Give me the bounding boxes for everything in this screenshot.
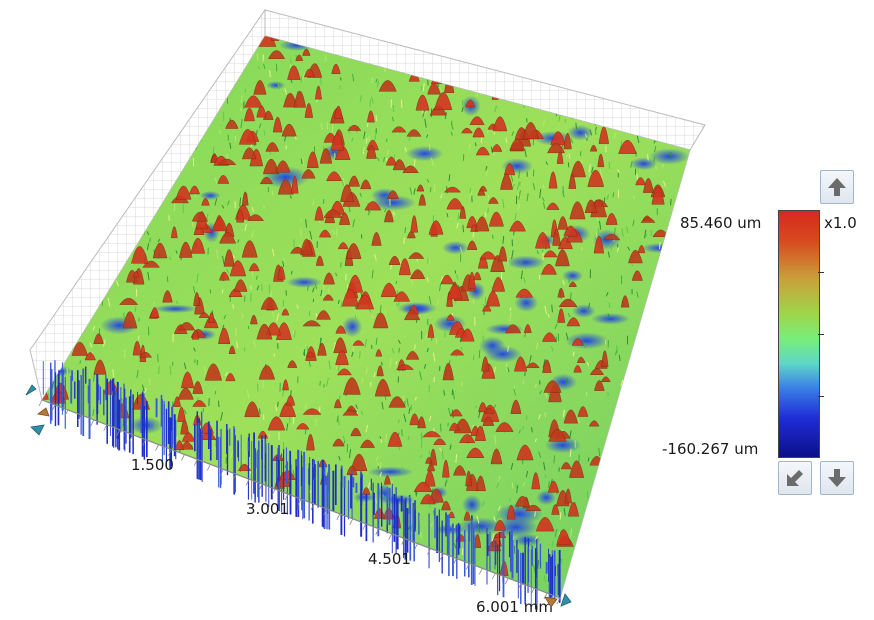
- arrow-down-left-icon: [787, 470, 803, 486]
- rotate-handle-icon[interactable]: [30, 421, 46, 437]
- rotate-handle-icon[interactable]: [543, 593, 559, 609]
- x-tick-label-4: 6.001 mm: [476, 598, 553, 616]
- rotate-handle-icon[interactable]: [36, 404, 52, 420]
- arrow-up-icon: [828, 178, 846, 196]
- front-edge-drips: [42, 360, 561, 610]
- color-scale-tick: [818, 396, 824, 397]
- x-tick-label-2: 3.001: [246, 500, 289, 518]
- x-axis-ticks: [38, 399, 561, 605]
- rotate-handle-icon[interactable]: [557, 592, 573, 608]
- color-scale-tick: [818, 272, 824, 273]
- scale-zoom-label: x1.0: [824, 214, 857, 232]
- scale-up-button[interactable]: [820, 170, 854, 204]
- arrow-down-icon: [828, 469, 846, 487]
- scale-down-button[interactable]: [820, 461, 854, 495]
- color-scale-bar: [778, 210, 820, 458]
- rotate-handle-icon[interactable]: [24, 383, 40, 399]
- scale-reset-button[interactable]: [778, 461, 812, 495]
- scale-max-label: 85.460 um: [680, 214, 762, 232]
- height-surface: [42, 36, 690, 598]
- x-axis-unit: mm: [523, 598, 553, 616]
- x-last-tick: 6.001: [476, 598, 519, 616]
- color-scale-tick: [818, 334, 824, 335]
- x-tick-label-1: 1.500: [131, 456, 174, 474]
- x-tick-label-3: 4.501: [368, 550, 411, 568]
- scale-min-label: -160.267 um: [662, 440, 759, 458]
